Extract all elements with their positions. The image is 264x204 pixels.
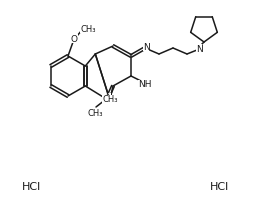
Text: N: N <box>143 42 149 51</box>
Text: N: N <box>196 44 202 53</box>
Text: O: O <box>70 34 78 43</box>
Text: CH₃: CH₃ <box>87 109 103 118</box>
Text: NH: NH <box>138 80 152 89</box>
Text: HCl: HCl <box>22 181 41 191</box>
Text: CH₃: CH₃ <box>102 95 118 104</box>
Text: CH₃: CH₃ <box>80 24 96 33</box>
Text: N: N <box>105 93 111 102</box>
Text: HCl: HCl <box>210 181 229 191</box>
